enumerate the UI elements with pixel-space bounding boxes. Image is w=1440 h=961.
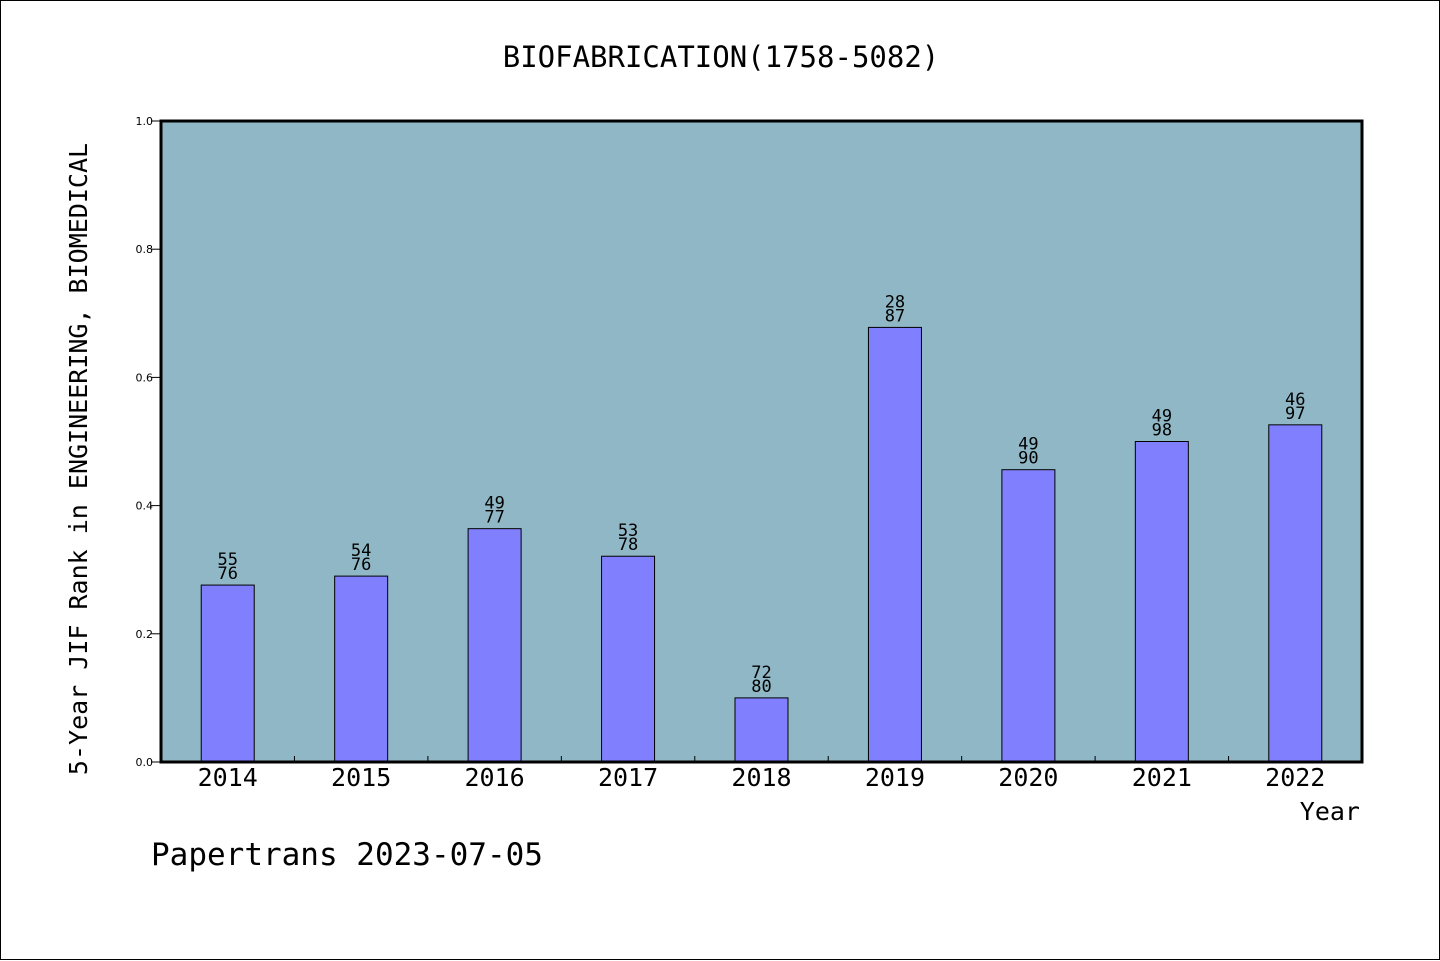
bar-2017 — [601, 555, 656, 763]
x-tick-label-2022: 2022 — [1265, 763, 1325, 792]
y-tick-label-1.0: 1.0 — [136, 115, 154, 128]
bar-label-top-2022: 46 — [1285, 390, 1305, 410]
bar-label-top-2016: 49 — [484, 494, 504, 514]
x-tick-label-2014: 2014 — [198, 763, 258, 792]
bar-label-top-2017: 53 — [618, 521, 638, 541]
bar-label-top-2021: 49 — [1152, 407, 1172, 427]
x-tick-label-2016: 2016 — [465, 763, 525, 792]
x-tick-label-2017: 2017 — [598, 763, 658, 792]
bar-label-bottom-2017: 78 — [618, 535, 638, 555]
y-tick-label-0.6: 0.6 — [136, 371, 154, 384]
bar-label-top-2018: 72 — [751, 663, 771, 683]
bar-label-bottom-2016: 77 — [484, 508, 504, 528]
bar-2018 — [734, 697, 789, 763]
y-axis-label: 5-Year JIF Rank in ENGINEERING, BIOMEDIC… — [64, 143, 93, 775]
x-tick-label-2019: 2019 — [865, 763, 925, 792]
plot-border — [159, 119, 1364, 764]
bar-2016 — [467, 528, 522, 763]
x-tick-label-2020: 2020 — [998, 763, 1058, 792]
bar-label-bottom-2020: 90 — [1018, 449, 1038, 469]
x-axis-label: Year — [1300, 797, 1360, 826]
x-tick-label-2021: 2021 — [1132, 763, 1192, 792]
bar-label-top-2020: 49 — [1018, 435, 1038, 455]
bar-2015 — [334, 575, 389, 763]
y-tick-label-0.2: 0.2 — [136, 628, 154, 641]
bar-2019 — [867, 326, 922, 763]
bar-2020 — [1001, 469, 1056, 763]
bar-label-bottom-2022: 97 — [1285, 404, 1305, 424]
bar-label-bottom-2018: 80 — [751, 677, 771, 697]
y-axis: 0.0 0.2 0.4 0.6 0.8 1.0 — [136, 115, 161, 769]
x-axis: 2014 2015 2016 2017 2018 2019 2020 2021 2022 — [198, 756, 1325, 792]
y-tick-label-0.8: 0.8 — [136, 243, 154, 256]
bar-label-top-2014: 55 — [217, 550, 237, 570]
bar-label-bottom-2021: 98 — [1152, 421, 1172, 441]
bar-label-bottom-2015: 76 — [351, 555, 371, 575]
bar-label-top-2015: 54 — [351, 541, 371, 561]
footer-watermark: Papertrans 2023-07-05 — [151, 837, 543, 873]
bar-2014 — [200, 584, 255, 763]
bar-2021 — [1134, 441, 1189, 763]
bar-label-bottom-2019: 87 — [885, 306, 905, 326]
x-tick-label-2018: 2018 — [731, 763, 791, 792]
bars-layer — [200, 326, 1323, 763]
chart-title: BIOFABRICATION(1758-5082) — [503, 40, 940, 74]
x-tick-label-2015: 2015 — [331, 763, 391, 792]
bar-label-bottom-2014: 76 — [217, 564, 237, 584]
bar-2022 — [1268, 424, 1323, 763]
y-tick-label-0.0: 0.0 — [136, 756, 154, 769]
y-tick-label-0.4: 0.4 — [136, 500, 154, 513]
bar-label-top-2019: 28 — [885, 292, 905, 312]
